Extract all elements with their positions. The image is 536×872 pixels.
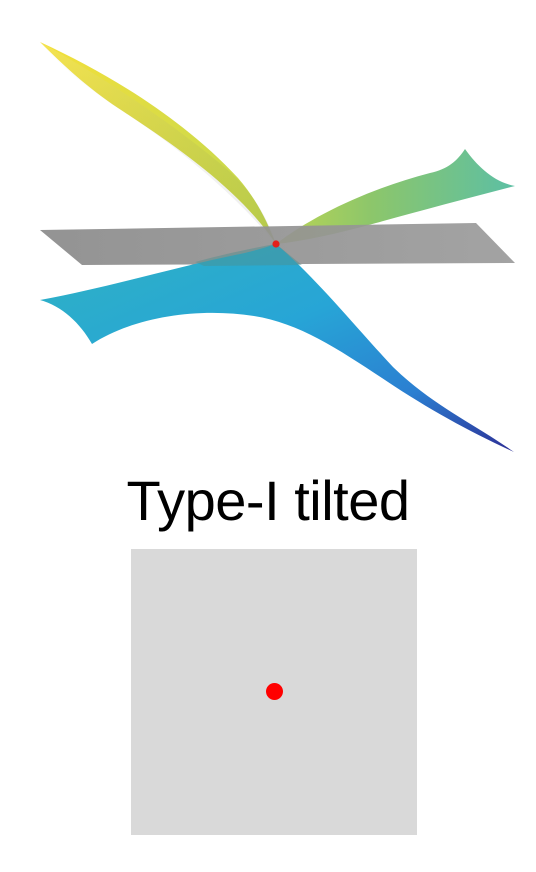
crossing-shadow [195, 244, 302, 266]
upper-band-highlight [40, 42, 276, 244]
band-crossing-point [272, 240, 280, 248]
figure-caption: Type-I tilted [126, 469, 410, 532]
upper-band-surface [40, 42, 515, 244]
lower-band-surface [40, 244, 514, 452]
fermi-surface-point-icon [266, 683, 283, 700]
type-i-tilted-surface-plot [40, 42, 515, 452]
